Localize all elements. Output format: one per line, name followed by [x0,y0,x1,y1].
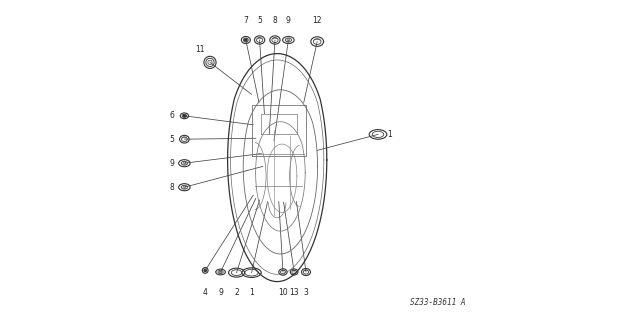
Text: 8: 8 [169,183,174,192]
Circle shape [245,39,247,41]
Text: 3: 3 [303,288,308,297]
Text: SZ33-B3611 A: SZ33-B3611 A [411,298,466,307]
Text: 9: 9 [286,16,291,25]
Text: 4: 4 [203,288,208,297]
Text: 10: 10 [278,288,288,297]
Text: 1: 1 [249,288,254,297]
Ellipse shape [244,38,248,42]
Text: 9: 9 [218,288,223,297]
Text: 12: 12 [313,16,322,25]
Text: 7: 7 [244,16,248,25]
Ellipse shape [182,114,187,117]
Text: 1: 1 [387,130,392,139]
Text: 11: 11 [196,45,205,54]
Text: 2: 2 [234,288,239,297]
Circle shape [183,115,185,117]
Circle shape [204,269,207,272]
Text: 9: 9 [169,159,174,168]
Text: 5: 5 [257,16,262,25]
Text: 6: 6 [169,111,174,120]
Text: 13: 13 [290,288,299,297]
Text: 5: 5 [169,135,174,144]
Text: 8: 8 [273,16,278,25]
